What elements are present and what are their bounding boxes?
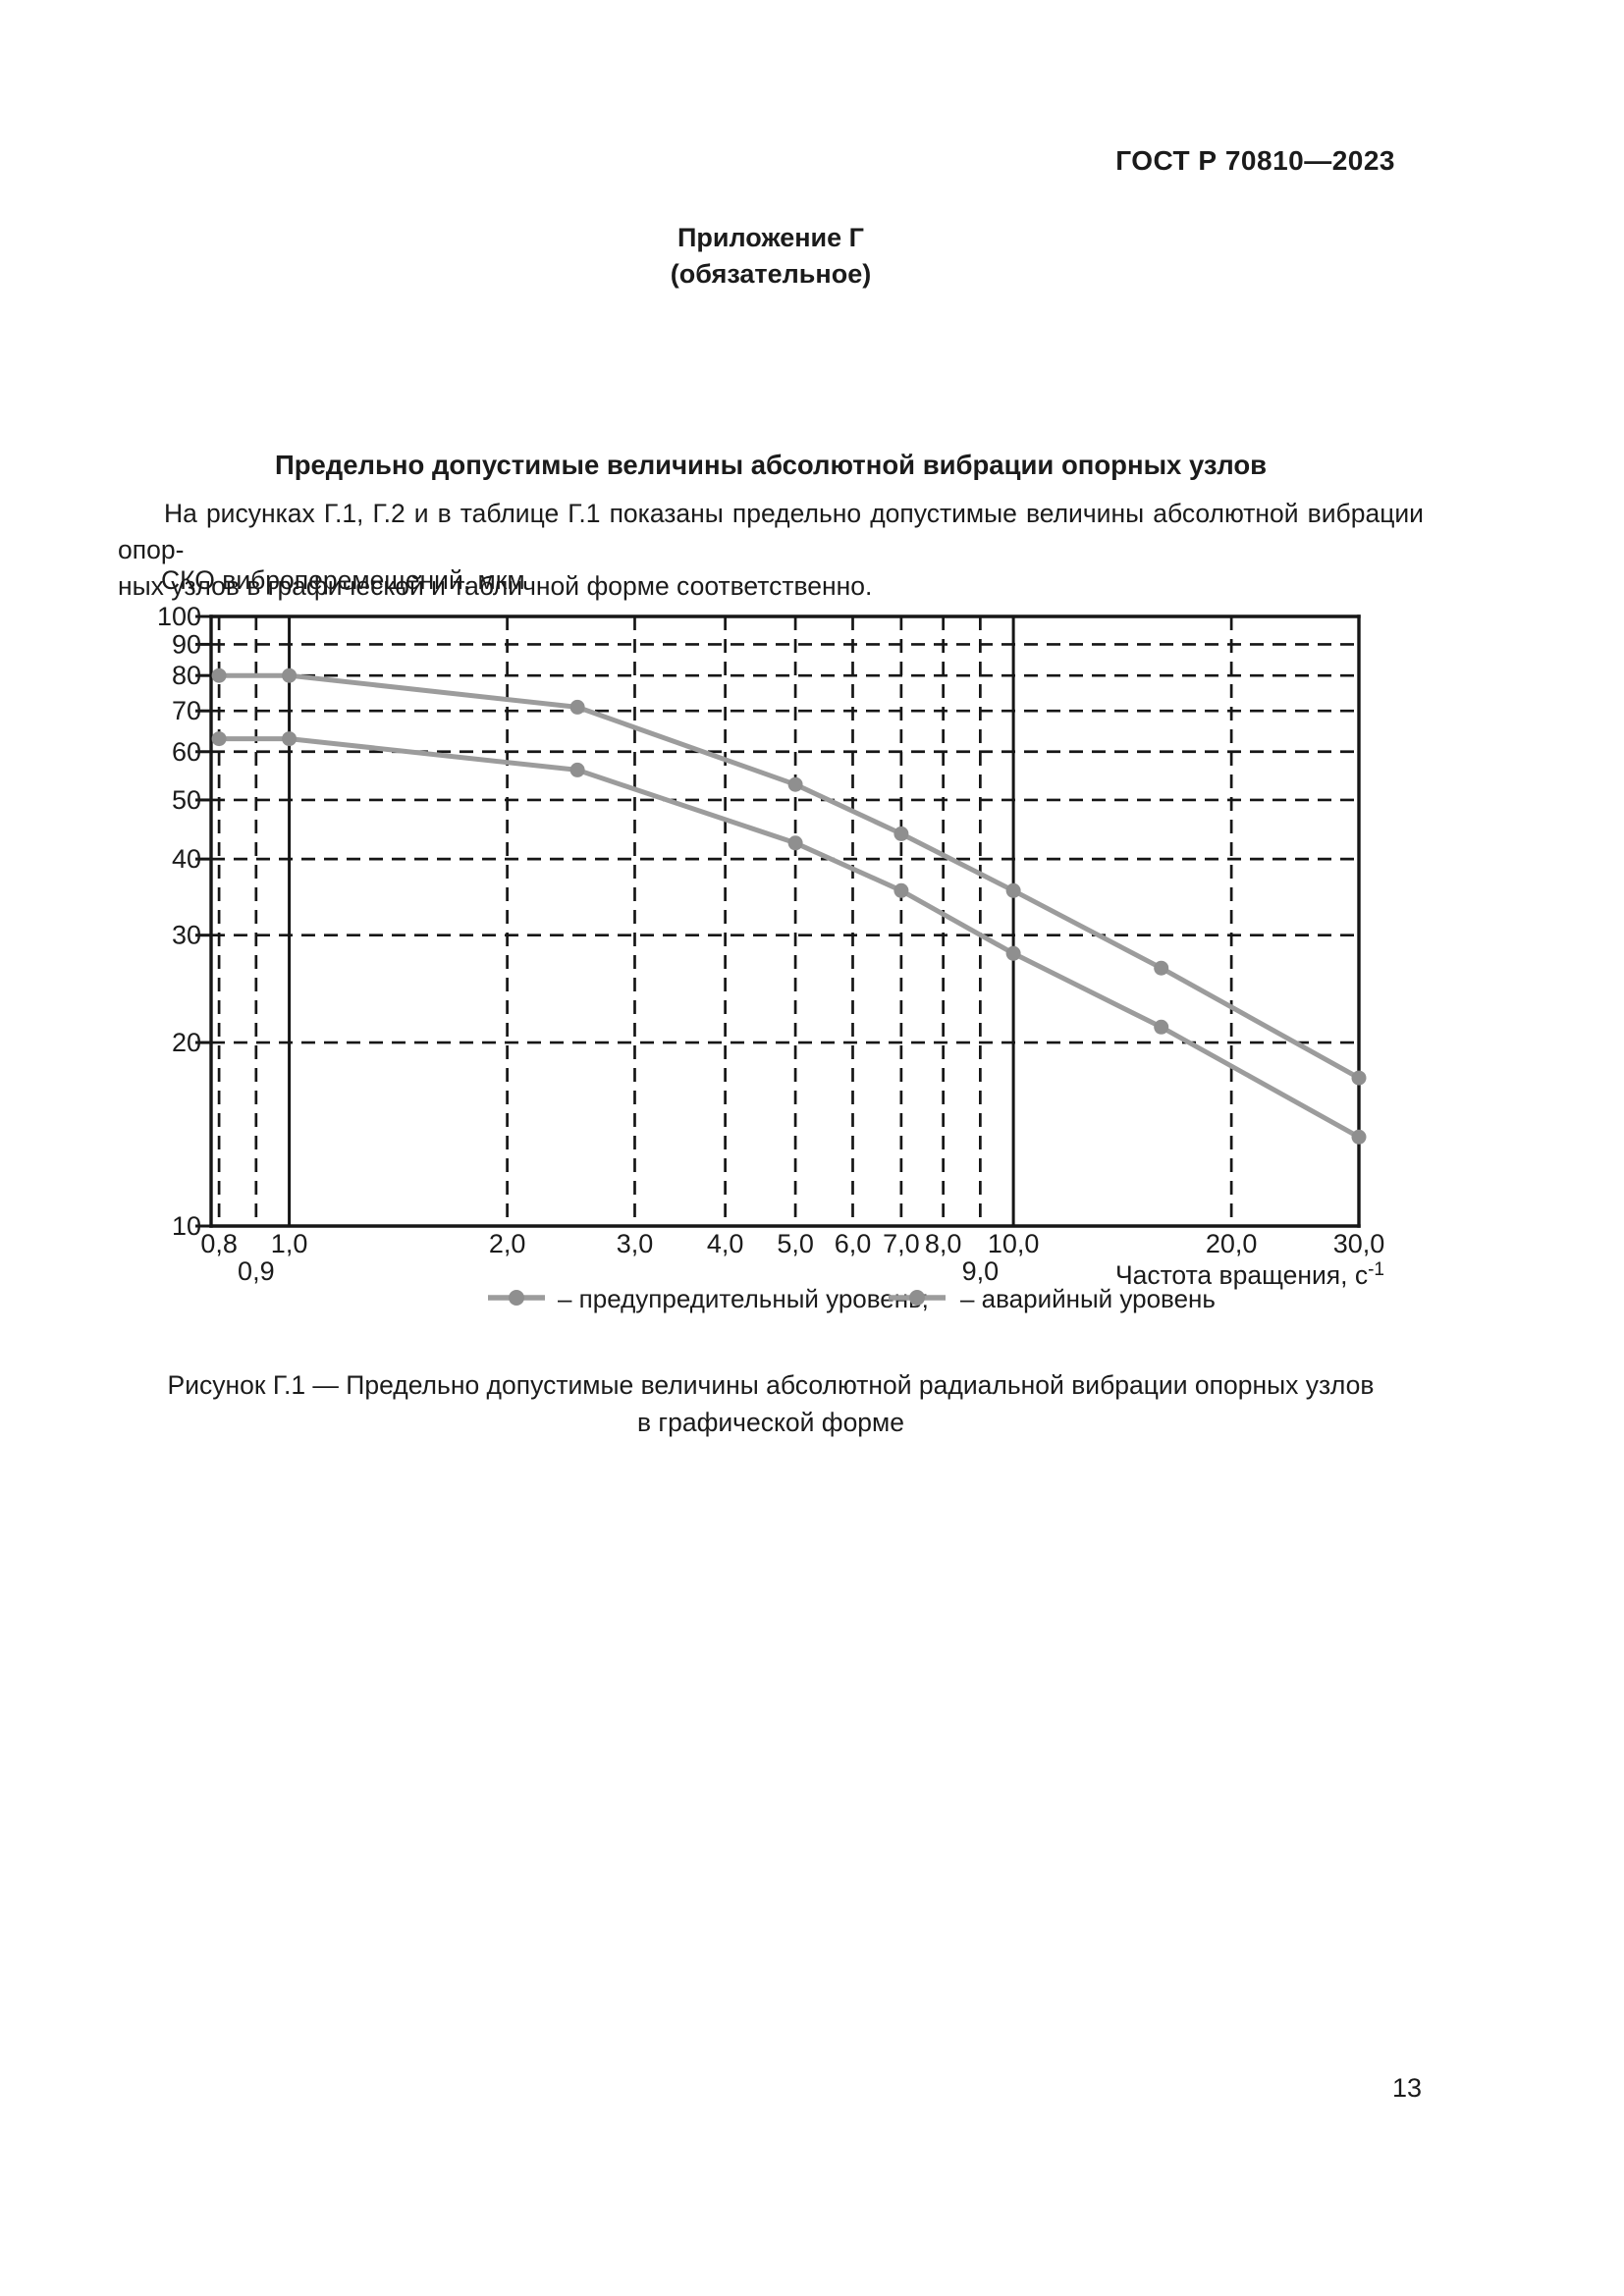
x-tick-label: 7,0 <box>883 1229 920 1258</box>
page-header: ГОСТ Р 70810—2023 <box>1115 145 1395 176</box>
y-tick-label: 40 <box>172 844 201 874</box>
series-marker-1 <box>893 826 909 841</box>
x-tick-label: 6,0 <box>835 1229 872 1258</box>
x-axis-title-text: Частота вращения, с <box>1115 1260 1368 1290</box>
series-marker-0 <box>893 882 909 898</box>
series-marker-1 <box>1005 882 1021 898</box>
y-tick-label: 20 <box>172 1028 201 1057</box>
section-title: Предельно допустимые величины абсолютной… <box>274 450 1268 480</box>
page-number: 13 <box>1391 2073 1422 2103</box>
series-marker-1 <box>569 699 585 715</box>
legend-marker-dot <box>909 1290 925 1306</box>
x-axis-title: Частота вращения, с-1 <box>1115 1259 1384 1290</box>
series-line-1 <box>219 672 1361 1081</box>
series-marker-1 <box>787 776 803 792</box>
intro-paragraph: На рисунках Г.1, Г.2 и в таблице Г.1 пок… <box>118 496 1424 605</box>
x-axis-title-superscript: -1 <box>1368 1259 1384 1280</box>
series-marker-0 <box>787 835 803 851</box>
series-marker-0 <box>569 762 585 777</box>
y-tick-label: 80 <box>172 661 201 690</box>
y-axis-title: СКО виброперемещений, мкм <box>161 565 525 595</box>
x-tick-label: 4,0 <box>707 1229 744 1258</box>
x-tick-label: 10,0 <box>988 1229 1040 1258</box>
series-marker-0 <box>1005 945 1021 961</box>
x-tick-label: 5,0 <box>777 1229 814 1258</box>
chart-gridlines <box>211 616 1359 1226</box>
legend-label: – предупредительный уровень; <box>558 1284 929 1313</box>
legend-item-1: – аварийный уровень <box>889 1284 1216 1313</box>
series-marker-0 <box>1154 1019 1169 1035</box>
y-tick-label: 70 <box>172 696 201 725</box>
figure-caption-line: Рисунок Г.1 — Предельно допустимые велич… <box>167 1370 1375 1400</box>
chart-series <box>211 667 1367 1145</box>
series-line-0 <box>219 736 1361 1140</box>
paragraph-line: ных узлов в графической и табличной форм… <box>118 571 873 601</box>
x-tick-label: 20,0 <box>1206 1229 1258 1258</box>
appendix-label: Приложение Г <box>677 223 864 252</box>
y-tick-label: 60 <box>172 737 201 767</box>
figure-caption: Рисунок Г.1 — Предельно допустимые велич… <box>118 1366 1424 1441</box>
x-tick-label: 0,9 <box>238 1256 275 1286</box>
series-marker-1 <box>282 667 298 683</box>
series-marker-1 <box>211 667 227 683</box>
series-marker-0 <box>282 731 298 747</box>
x-tick-label: 2,0 <box>489 1229 526 1258</box>
x-tick-label: 3,0 <box>617 1229 654 1258</box>
y-tick-label: 100 <box>157 602 201 631</box>
appendix-kind: (обязательное) <box>670 259 872 289</box>
figure-caption-line: в графической форме <box>636 1408 904 1437</box>
chart-legend: – предупредительный уровень; – аварийный … <box>488 1284 1216 1313</box>
x-tick-label: 1,0 <box>271 1229 308 1258</box>
series-marker-1 <box>1351 1070 1367 1086</box>
legend-marker-dot <box>509 1290 524 1306</box>
series-marker-0 <box>211 731 227 747</box>
y-tick-label: 30 <box>172 921 201 950</box>
legend-item-0: – предупредительный уровень; <box>488 1284 929 1313</box>
series-marker-0 <box>1351 1129 1367 1145</box>
appendix-heading: Приложение Г (обязательное) <box>118 220 1424 293</box>
x-tick-label: 9,0 <box>962 1256 1000 1286</box>
paragraph-line: На рисунках Г.1, Г.2 и в таблице Г.1 пок… <box>118 499 1424 564</box>
y-tick-label: 50 <box>172 785 201 815</box>
x-tick-label: 8,0 <box>925 1229 962 1258</box>
legend-label: – аварийный уровень <box>960 1284 1216 1313</box>
series-marker-1 <box>1154 960 1169 976</box>
x-tick-label: 0,8 <box>200 1229 238 1258</box>
chart-axes <box>195 614 1361 1228</box>
x-tick-label: 30,0 <box>1333 1229 1385 1258</box>
y-tick-label: 10 <box>172 1211 201 1241</box>
y-tick-label: 90 <box>172 629 201 659</box>
